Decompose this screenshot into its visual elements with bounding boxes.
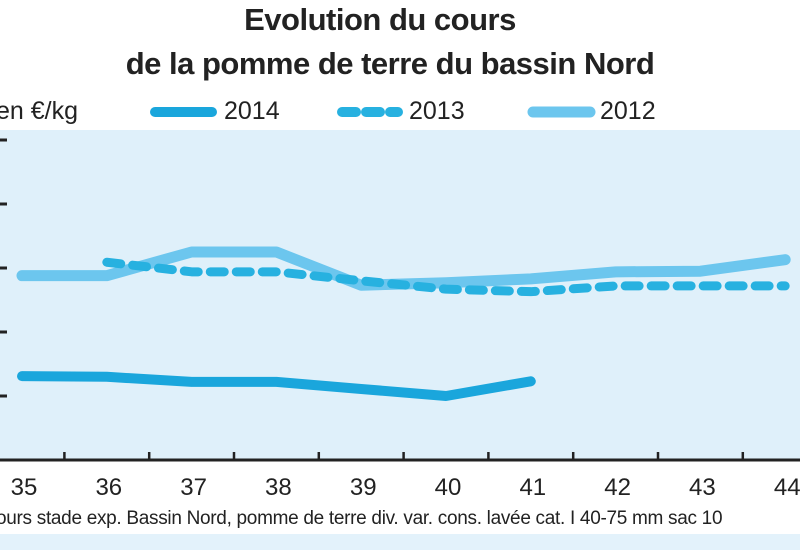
y-axis-label: en €/kg xyxy=(0,97,79,125)
x-tick-label: 41 xyxy=(519,474,546,501)
x-tick-label: 44 xyxy=(774,474,800,501)
x-tick-label: 42 xyxy=(604,474,631,501)
chart-subtitle: de la pomme de terre du bassin Nord xyxy=(125,46,655,81)
legend-label-2012: 2012 xyxy=(600,97,656,125)
x-tick-label: 36 xyxy=(95,474,122,501)
legend-label-2014: 2014 xyxy=(224,97,280,125)
x-tick-label: 43 xyxy=(689,474,716,501)
plot-background xyxy=(0,130,800,460)
x-tick-label: 40 xyxy=(435,474,462,501)
x-tick-label: 37 xyxy=(180,474,207,501)
source-note: ours stade exp. Bassin Nord, pomme de te… xyxy=(0,508,723,529)
x-tick-label: 35 xyxy=(11,474,38,501)
footer-band xyxy=(0,534,800,550)
x-tick-label: 38 xyxy=(265,474,292,501)
x-tick-label: 39 xyxy=(350,474,377,501)
legend-label-2013: 2013 xyxy=(409,97,465,125)
chart-title: Evolution du cours xyxy=(244,2,516,37)
